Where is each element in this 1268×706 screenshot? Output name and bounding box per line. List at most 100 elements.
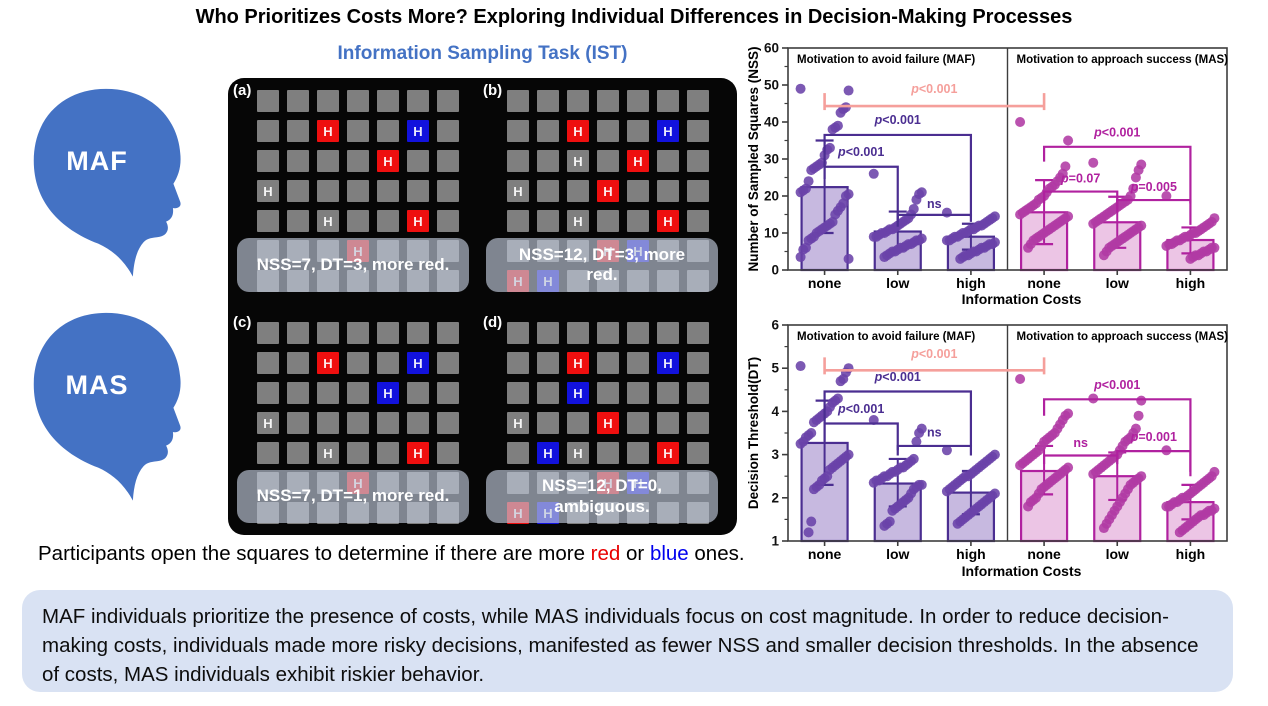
data-point: [941, 235, 952, 246]
comparison-label: p=0.001: [1130, 430, 1177, 444]
grid-cell: [507, 120, 529, 142]
grid-cell: [257, 322, 279, 344]
grid-cell: [287, 180, 309, 202]
y-tick-label: 60: [764, 41, 779, 56]
comparison-bracket: [896, 444, 973, 456]
x-category-label: high: [956, 275, 986, 291]
ist-result-text: red.: [586, 265, 618, 284]
caption-prefix: Participants open the squares to determi…: [38, 542, 591, 565]
data-point: [1161, 191, 1172, 201]
grid-cell: H: [657, 210, 679, 232]
grid-cell: [317, 322, 339, 344]
grid-cell: [687, 210, 709, 232]
data-point: [879, 520, 890, 531]
grid-cell: [627, 352, 649, 374]
sampled-square-letter: H: [323, 355, 333, 371]
sampled-square-letter: H: [323, 213, 333, 229]
comparison-bracket: [1116, 198, 1192, 225]
data-point: [795, 361, 806, 372]
grid-cell: [507, 210, 529, 232]
grid-cell: [687, 150, 709, 172]
grid-cell: [437, 90, 459, 112]
grid-cell: [627, 412, 649, 434]
grid-cell: [437, 352, 459, 374]
grid-cell: H: [407, 210, 429, 232]
sampled-square-letter: H: [573, 213, 583, 229]
sampled-square-letter: H: [513, 183, 523, 199]
grid-cell: [377, 120, 399, 142]
grid-cell: H: [597, 180, 619, 202]
grid-cell: [347, 442, 369, 464]
grid-cell: H: [407, 352, 429, 374]
data-point: [1098, 523, 1109, 534]
grid-cell: [317, 180, 339, 202]
sampled-square-letter: H: [663, 355, 673, 371]
dt-chart: 1 2 3 4 5 6 p<0.001 p<0.001 p<0.001 ns Motivation …: [746, 318, 1228, 580]
y-tick-label: 3: [771, 447, 779, 462]
maf-head: MAF: [24, 86, 190, 292]
grid-cell: H: [507, 412, 529, 434]
grid-cell: [657, 150, 679, 172]
panel-title: Motivation to avoid failure (MAF): [797, 54, 975, 66]
grid-cell: H: [317, 442, 339, 464]
grid-cell: [507, 90, 529, 112]
grid-cell: [347, 352, 369, 374]
grid-cell: [347, 412, 369, 434]
nss-chart: 0 10 20 30 40 50 60 p<0.001 p<0.001 p<0.001 ns Moti…: [746, 41, 1229, 308]
grid-cell: H: [537, 442, 559, 464]
grid-cell: [407, 322, 429, 344]
data-point: [806, 516, 817, 527]
data-point: [808, 417, 819, 428]
grid-cell: [537, 90, 559, 112]
grid-cell: [437, 412, 459, 434]
y-tick-label: 1: [771, 534, 779, 549]
grid-cell: [437, 120, 459, 142]
data-point: [795, 187, 806, 198]
grid-cell: [597, 90, 619, 112]
data-point: [1088, 157, 1099, 168]
x-category-label: high: [956, 546, 986, 562]
grid-cell: [627, 120, 649, 142]
sampled-square-letter: H: [573, 355, 583, 371]
data-point: [827, 124, 838, 135]
data-point: [1023, 501, 1034, 512]
grid-cell: [347, 210, 369, 232]
mas-head: MAS: [24, 310, 190, 516]
grid-cell: [507, 150, 529, 172]
grid-cell: H: [507, 180, 529, 202]
grid-cell: [347, 150, 369, 172]
data-point: [1015, 374, 1026, 384]
y-axis-title: Decision Threshold(DT): [746, 357, 761, 509]
data-point: [795, 438, 806, 449]
data-point: [868, 477, 879, 488]
x-category-label: low: [886, 275, 909, 291]
grid-cell: [287, 90, 309, 112]
cross-comparison-label: p<0.001: [910, 82, 957, 96]
grid-cell: [437, 322, 459, 344]
grid-cell: [537, 120, 559, 142]
grid-cell: [347, 90, 369, 112]
data-point: [1161, 501, 1172, 512]
grid-cell: [317, 412, 339, 434]
grid-cell: [597, 210, 619, 232]
grid-cell: [687, 442, 709, 464]
x-axis-title: Information Costs: [962, 291, 1082, 307]
grid-cell: H: [597, 412, 619, 434]
data-point: [911, 194, 922, 205]
ist-result-overlay: NSS=12, DT=3, more red.: [486, 238, 718, 292]
grid-cell: H: [567, 442, 589, 464]
grid-cell: [687, 180, 709, 202]
grid-cell: H: [567, 150, 589, 172]
ist-result-overlay: NSS=7, DT=3, more red.: [237, 238, 469, 292]
grid-cell: H: [567, 120, 589, 142]
summary-text: MAF individuals prioritize the presence …: [42, 605, 1199, 686]
grid-cell: [347, 120, 369, 142]
grid-cell: [407, 90, 429, 112]
grid-cell: [347, 180, 369, 202]
data-point: [952, 518, 963, 529]
comparison-label: ns: [1073, 436, 1088, 450]
grid-cell: [687, 412, 709, 434]
panel-title: Motivation to approach success (MAS): [1017, 54, 1229, 66]
sampled-square-letter: H: [543, 445, 553, 461]
sampled-square-letter: H: [383, 153, 393, 169]
